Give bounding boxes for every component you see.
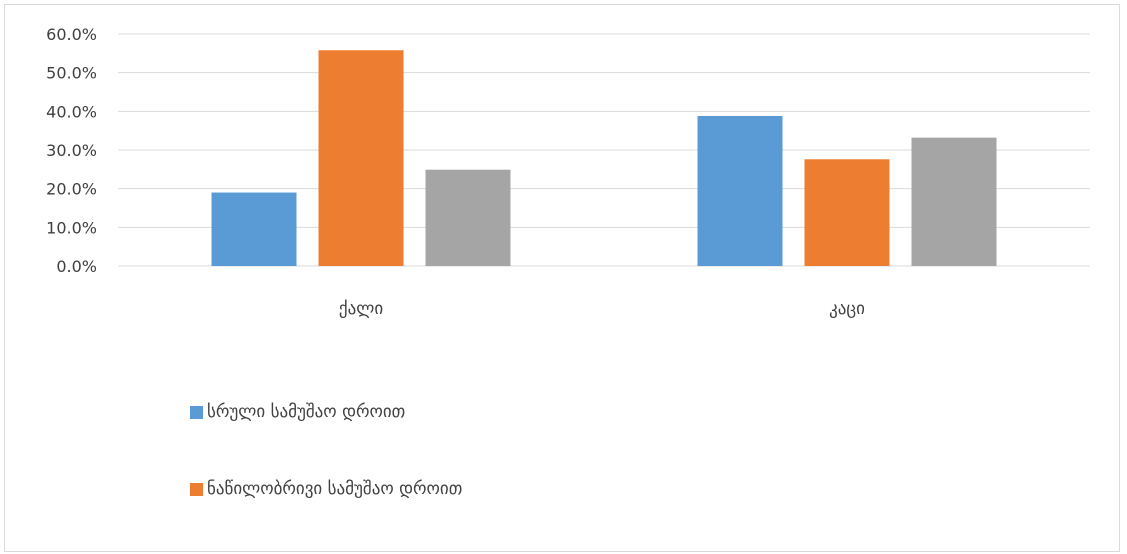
legend-label-series-1: სრული სამუშაო დროით (207, 402, 406, 422)
legend-label-series-2: ნაწილობრივი სამუშაო დროით (207, 479, 463, 499)
x-category-label: კაცი (829, 299, 865, 319)
chart-frame (4, 4, 1120, 552)
y-tick-label: 30.0% (46, 141, 97, 160)
legend-swatch-series-1 (190, 405, 203, 419)
legend-item-series-1: სრული სამუშაო დროით (190, 399, 405, 425)
bars (211, 50, 997, 267)
legend-item-series-2: ნაწილობრივი სამუშაო დროით (190, 476, 462, 502)
bar-series-1-category-1 (211, 192, 297, 266)
y-axis-tick-labels: 0.0% 10.0% 20.0% 30.0% 40.0% 50.0% 60.0% (46, 25, 97, 276)
bar-series-2-category-1 (318, 50, 404, 266)
y-tick-label: 40.0% (46, 102, 97, 121)
x-category-label: ქალი (339, 299, 383, 319)
y-tick-label: 20.0% (46, 180, 97, 199)
y-tick-label: 50.0% (46, 64, 97, 83)
legend-swatch-series-2 (190, 482, 203, 496)
y-tick-label: 10.0% (46, 218, 97, 237)
bar-series-3-category-1 (425, 169, 511, 266)
x-axis-category-labels: ქალი კაცი (339, 299, 865, 319)
bar-series-2-category-2 (804, 159, 890, 266)
y-tick-label: 0.0% (56, 257, 97, 276)
bar-series-1-category-2 (697, 115, 783, 267)
y-tick-label: 60.0% (46, 25, 97, 44)
bar-series-3-category-2 (911, 137, 997, 266)
